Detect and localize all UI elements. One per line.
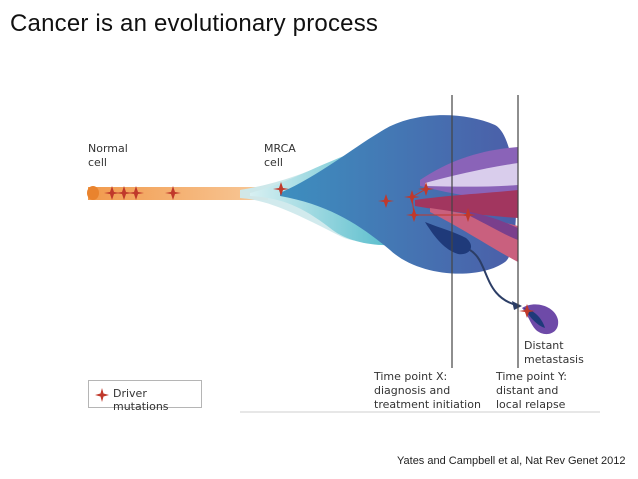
distant-metastasis-label: Distant [524,339,564,352]
driver-mutation-icon [95,388,109,402]
mutation-star [104,186,120,200]
normal-cell-label: Normal [88,142,128,155]
timepoint-x-label: diagnosis and [374,384,450,397]
slide-title: Cancer is an evolutionary process [10,10,379,37]
clone-magenta [415,190,518,218]
normal-cell [87,186,99,200]
mutation-star [128,186,144,200]
legend-label: Driver mutations [113,387,169,413]
mrca-cell-label: MRCA [264,142,296,155]
metastasis-arrowhead [512,301,522,310]
normal-cell-label: cell [88,156,107,169]
legend: Driver mutations [88,380,202,413]
mutation-star [165,186,181,200]
mutation-star [273,182,289,196]
metastasis-blob-core [524,308,545,328]
timepoint-x-label: Time point X: [373,370,447,383]
timepoint-x-label: treatment initiation [374,398,481,411]
mutation-star [378,194,394,208]
mutation-star [519,304,535,318]
distant-metastasis-label: metastasis [524,353,584,366]
citation: Yates and Campbell et al, Nat Rev Genet … [397,455,626,467]
timepoint-y-label: local relapse [496,398,566,411]
mrca-cell-label: cell [264,156,283,169]
timepoint-y-label: distant and [496,384,558,397]
mutation-star [116,186,132,200]
clone-lavender [425,163,518,187]
clone-plum [470,212,518,240]
metastasis-arrow [469,249,521,307]
timepoint-y-label: Time point Y: [495,370,567,383]
clone-navy-droplet [425,222,472,255]
clone-light-teal-upper [240,150,360,194]
